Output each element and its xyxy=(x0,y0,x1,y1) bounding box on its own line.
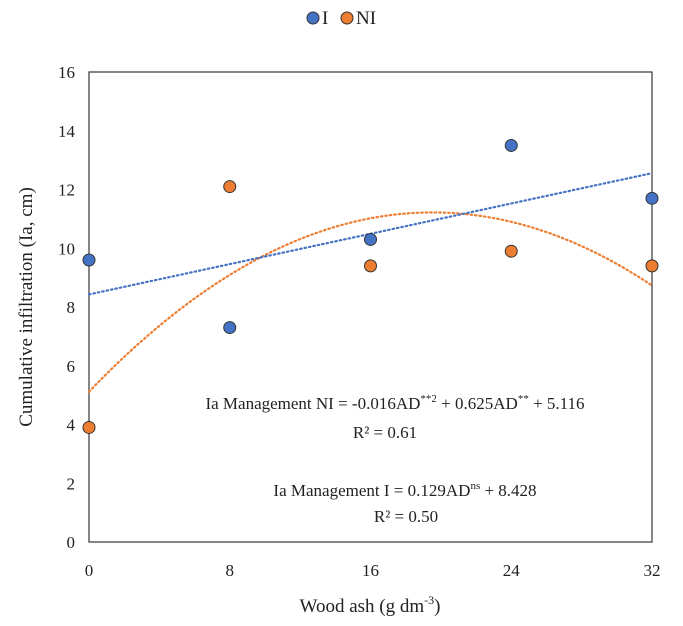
point-ni xyxy=(82,420,96,434)
equation-ni: Ia Management NI = -0.016AD**2 + 0.625AD… xyxy=(205,393,584,413)
point-i xyxy=(645,191,659,205)
point-i xyxy=(82,253,96,267)
data-points xyxy=(82,138,659,434)
y-tick-label: 10 xyxy=(58,239,75,258)
point-ni xyxy=(504,244,518,258)
legend-label-ni: NI xyxy=(356,8,376,29)
x-tick-label: 24 xyxy=(503,561,521,580)
x-tick-label: 16 xyxy=(362,561,379,580)
x-axis-ticks: 0 8 16 24 32 xyxy=(85,561,661,580)
y-tick-label: 2 xyxy=(67,474,76,493)
x-axis-title: Wood ash (g dm-3) xyxy=(300,593,441,617)
x-tick-label: 32 xyxy=(644,561,661,580)
x-tick-label: 8 xyxy=(226,561,235,580)
legend-marker-ni xyxy=(340,11,354,25)
point-i xyxy=(504,138,518,152)
legend-label-i: I xyxy=(322,8,328,29)
y-tick-label: 12 xyxy=(58,181,75,200)
y-axis-title: Cumulative infiltration (Ia, cm) xyxy=(16,187,37,427)
y-tick-label: 4 xyxy=(67,416,76,435)
y-tick-label: 8 xyxy=(67,298,76,317)
plot-area xyxy=(88,71,653,543)
point-ni xyxy=(645,259,659,273)
equation-i: Ia Management I = 0.129ADns + 8.428 xyxy=(273,480,536,500)
equation-ni-sup1: **2 xyxy=(420,393,437,405)
equation-ni-sup2: ** xyxy=(518,393,529,405)
legend: I NI xyxy=(306,8,376,29)
trendline-ni xyxy=(87,211,654,393)
legend-marker-i xyxy=(306,11,320,25)
y-tick-label: 16 xyxy=(58,63,75,82)
point-ni xyxy=(223,180,237,194)
point-i xyxy=(223,321,237,335)
x-tick-label: 0 xyxy=(85,561,94,580)
r2-i: R² = 0.50 xyxy=(374,507,438,526)
point-i xyxy=(364,232,377,246)
y-tick-label: 0 xyxy=(67,533,76,552)
y-axis-ticks: 0 2 4 6 8 10 12 14 16 xyxy=(58,63,76,552)
r2-ni: R² = 0.61 xyxy=(353,423,417,442)
equation-annotations: Ia Management NI = -0.016AD**2 + 0.625AD… xyxy=(205,393,584,526)
equation-i-sup: ns xyxy=(470,480,480,492)
y-tick-label: 14 xyxy=(58,122,76,141)
y-tick-label: 6 xyxy=(67,357,76,376)
point-ni xyxy=(364,259,377,273)
